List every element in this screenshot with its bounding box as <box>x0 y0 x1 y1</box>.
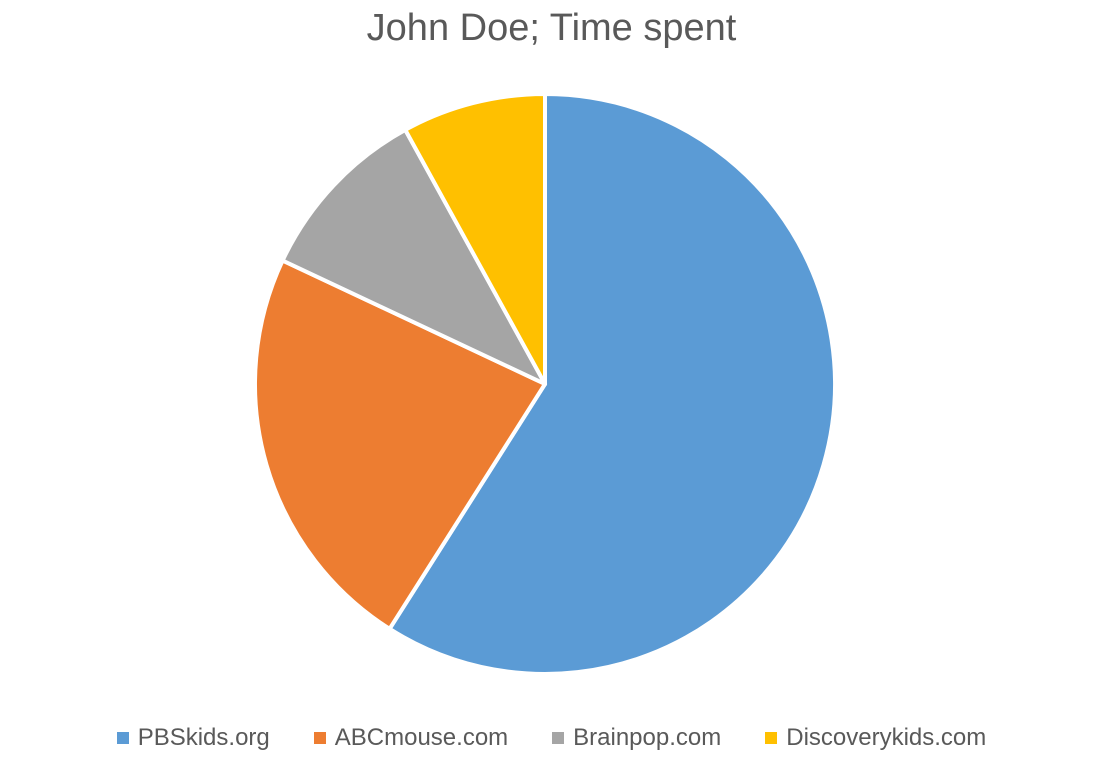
legend: PBSkids.org ABCmouse.com Brainpop.com Di… <box>0 722 1103 754</box>
legend-swatch <box>313 732 326 744</box>
pie-slice-brainpop <box>280 127 547 386</box>
pie-slice-abcmouse <box>253 258 547 631</box>
legend-item-brainpop: Brainpop.com <box>552 722 721 754</box>
chart-title: John Doe; Time spent <box>366 7 737 49</box>
legend-item-pbskids: PBSkids.org <box>116 722 270 754</box>
legend-label: ABCmouse.com <box>334 724 509 751</box>
legend-swatch <box>552 732 565 744</box>
legend-item-discoverykids: Discoverykids.com <box>765 722 986 754</box>
legend-swatch <box>116 732 129 744</box>
legend-item-abcmouse: ABCmouse.com <box>313 722 509 754</box>
legend-label: PBSkids.org <box>137 724 270 751</box>
pie-slice-discoverykids <box>403 92 547 386</box>
legend-label: Brainpop.com <box>573 724 722 751</box>
legend-label: Discoverykids.com <box>786 724 987 751</box>
pie-slice-pbskids <box>387 92 837 676</box>
legend-swatch <box>765 732 778 744</box>
